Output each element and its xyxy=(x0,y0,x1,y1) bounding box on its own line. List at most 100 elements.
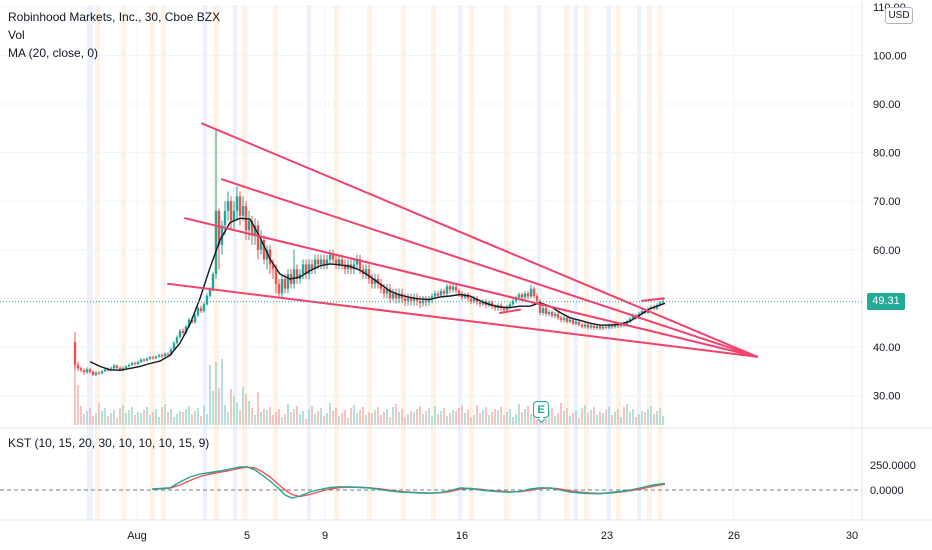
candle-body xyxy=(358,259,362,270)
kst-legend[interactable]: KST (10, 15, 20, 30, 10, 10, 10, 15, 9) xyxy=(8,436,210,450)
volume-bar xyxy=(509,409,511,425)
candle-body xyxy=(376,278,380,284)
candle-body xyxy=(388,288,392,299)
volume-bar xyxy=(326,413,328,425)
volume-bar xyxy=(104,408,106,425)
trendline xyxy=(201,122,758,358)
y-tick-label: 40.00 xyxy=(873,342,901,354)
volume-bar xyxy=(596,415,598,425)
candle-body xyxy=(403,298,407,301)
volume-bar xyxy=(173,417,175,425)
volume-bar xyxy=(236,403,238,425)
volume-bar xyxy=(167,412,169,425)
candle-body xyxy=(385,288,389,294)
volume-bar xyxy=(131,407,133,425)
candle-body xyxy=(319,259,323,265)
volume-bar xyxy=(176,414,178,425)
volume-bar xyxy=(584,405,586,425)
moving-average-line xyxy=(89,217,666,372)
candle-body xyxy=(616,324,620,327)
session-band xyxy=(616,5,621,520)
volume-bar xyxy=(587,413,589,425)
volume-bar xyxy=(296,406,298,425)
volume-bar xyxy=(545,414,547,425)
trendline xyxy=(641,297,665,302)
candle-body xyxy=(619,323,623,327)
chart-title[interactable]: Robinhood Markets, Inc., 30, Cboe BZX xyxy=(8,10,221,24)
currency-badge[interactable]: USD xyxy=(885,7,913,24)
candle-body xyxy=(532,288,536,296)
candle-body xyxy=(307,264,311,275)
candle-body xyxy=(562,317,566,320)
volume-bar xyxy=(305,419,307,425)
volume-bar xyxy=(224,405,226,425)
volume-bar xyxy=(380,415,382,425)
candle-body xyxy=(121,367,125,370)
x-tick-label: 5 xyxy=(244,530,250,542)
volume-bar xyxy=(287,404,289,425)
trendline xyxy=(184,217,758,358)
volume-bar xyxy=(95,413,97,425)
volume-bar xyxy=(275,412,277,425)
candle-body xyxy=(316,259,320,265)
candle-body xyxy=(193,315,197,323)
earnings-icon[interactable]: E xyxy=(533,401,549,418)
volume-bar xyxy=(242,387,244,425)
candle-body xyxy=(286,274,290,289)
x-tick-label: Aug xyxy=(127,530,147,542)
volume-bar xyxy=(146,407,148,425)
volume-bar xyxy=(188,406,190,425)
session-band xyxy=(564,5,569,520)
volume-bar xyxy=(548,411,550,425)
candle-body xyxy=(430,296,434,300)
candle-body xyxy=(280,278,284,294)
volume-bar xyxy=(200,416,202,425)
volume-bar xyxy=(557,413,559,425)
volume-bar xyxy=(593,407,595,425)
volume-bar xyxy=(470,418,472,425)
candle-body xyxy=(367,269,371,279)
ma-legend[interactable]: MA (20, close, 0) xyxy=(8,46,99,60)
weekend-band xyxy=(87,5,93,520)
volume-bar xyxy=(521,412,523,425)
candle-body xyxy=(208,289,212,296)
volume-bar xyxy=(92,416,94,425)
candle-body xyxy=(181,330,185,333)
candle-body xyxy=(559,317,563,320)
candle-body xyxy=(661,301,665,303)
candle-body xyxy=(613,324,617,328)
volume-bar xyxy=(110,413,112,425)
candle-body xyxy=(580,324,584,327)
volume-bar xyxy=(248,401,250,425)
volume-bar xyxy=(446,416,448,425)
volume-bar xyxy=(659,408,661,425)
candle-body xyxy=(550,312,554,316)
y-tick-label: 80.00 xyxy=(873,148,901,160)
volume-bar xyxy=(437,414,439,425)
candle-body xyxy=(154,356,158,359)
volume-bar xyxy=(332,411,334,425)
candle-body xyxy=(412,298,416,301)
candle-body xyxy=(451,286,455,290)
volume-bar xyxy=(500,407,502,425)
weekend-band xyxy=(233,5,237,520)
volume-legend[interactable]: Vol xyxy=(8,28,25,42)
candle-body xyxy=(565,317,569,322)
volume-bar xyxy=(515,414,517,425)
volume-bar xyxy=(227,412,229,425)
weekend-band xyxy=(537,5,541,520)
candle-body xyxy=(199,308,203,312)
kst-tick-label: 250.0000 xyxy=(870,460,916,472)
candle-body xyxy=(139,359,143,363)
volume-bar xyxy=(215,362,217,425)
volume-bar xyxy=(206,414,208,425)
trendlines[interactable] xyxy=(0,122,862,358)
volume-bar xyxy=(281,417,283,425)
candle-body xyxy=(343,264,347,270)
volume-bar xyxy=(302,411,304,425)
candle-body xyxy=(169,349,173,355)
candle-body xyxy=(466,294,470,299)
candle-body xyxy=(301,264,305,275)
y-tick-label: 60.00 xyxy=(873,245,901,257)
